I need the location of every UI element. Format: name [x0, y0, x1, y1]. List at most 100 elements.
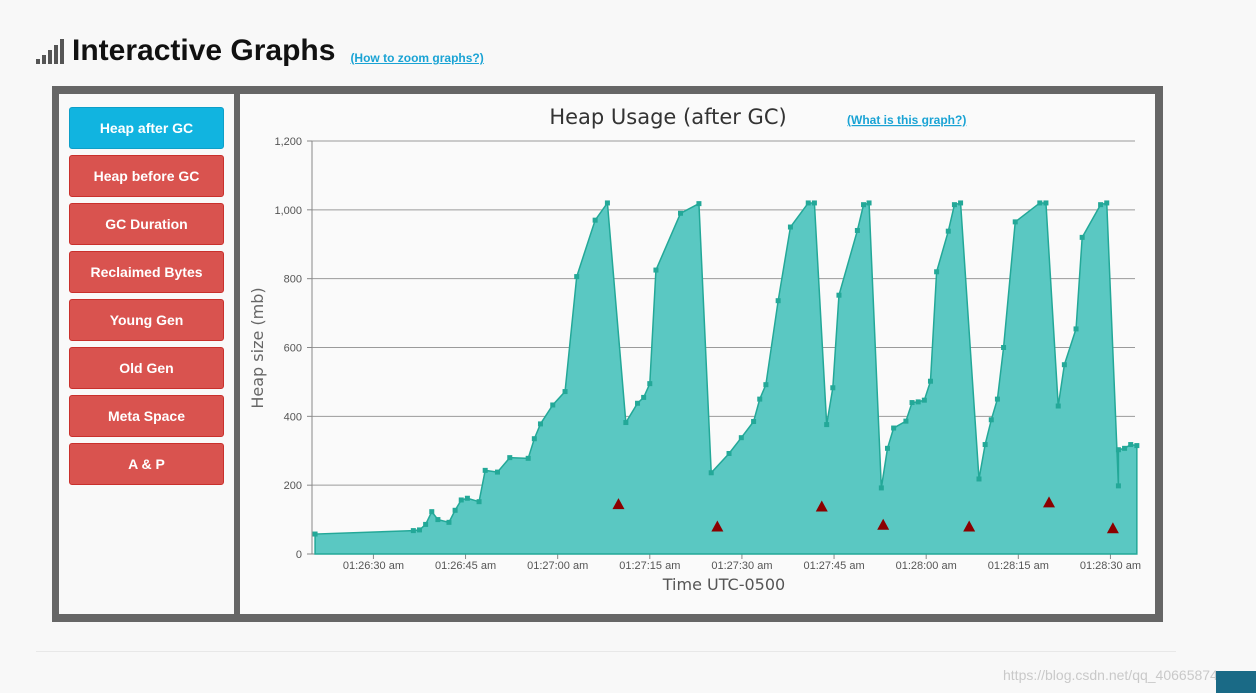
data-point — [459, 497, 464, 502]
data-point — [910, 400, 915, 405]
data-point — [423, 522, 428, 527]
data-point — [435, 517, 440, 522]
x-tick-labels: 01:26:30 am 01:26:45 am 01:27:00 am 01:27:1… — [343, 560, 1141, 572]
data-point — [1104, 200, 1109, 205]
x-tick-label: 01:27:45 am — [803, 560, 864, 572]
zoom-help-link[interactable]: (How to zoom graphs?) — [350, 51, 483, 65]
data-point — [989, 417, 994, 422]
data-point — [830, 385, 835, 390]
x-tick-label: 01:26:45 am — [435, 560, 496, 572]
data-point — [574, 274, 579, 279]
data-point — [563, 389, 568, 394]
data-point — [976, 476, 981, 481]
page-header: Interactive Graphs (How to zoom graphs?) — [36, 34, 484, 68]
data-point — [903, 419, 908, 424]
old-gen-button[interactable]: Old Gen — [69, 347, 224, 389]
data-point — [696, 201, 701, 206]
data-point — [429, 509, 434, 514]
data-point — [812, 200, 817, 205]
data-point — [946, 229, 951, 234]
data-point — [411, 528, 416, 533]
x-tick-label: 01:28:15 am — [988, 560, 1049, 572]
x-tick-label: 01:26:30 am — [343, 560, 404, 572]
graph-help-link[interactable]: (What is this graph?) — [847, 113, 966, 127]
data-point — [1062, 362, 1067, 367]
page-title: Interactive Graphs — [72, 34, 335, 68]
heap-after-gc-button[interactable]: Heap after GC — [69, 107, 224, 149]
data-point — [538, 421, 543, 426]
data-point — [465, 496, 470, 501]
data-point — [922, 398, 927, 403]
y-tick-label: 800 — [284, 274, 302, 286]
data-point — [879, 485, 884, 490]
graph-frame: Heap after GC Heap before GC GC Duration… — [52, 86, 1163, 622]
data-point — [934, 269, 939, 274]
x-tick-label: 01:27:15 am — [619, 560, 680, 572]
y-tick-labels: 0 200 400 600 800 1,000 1,200 — [274, 136, 302, 561]
x-tick-label: 01:27:00 am — [527, 560, 588, 572]
data-point — [1056, 404, 1061, 409]
y-tick-label: 1,200 — [274, 136, 302, 148]
data-point — [1080, 235, 1085, 240]
data-point — [958, 200, 963, 205]
data-point — [1116, 483, 1121, 488]
data-point — [727, 451, 732, 456]
data-point — [1043, 200, 1048, 205]
data-point — [1128, 442, 1133, 447]
data-point — [526, 456, 531, 461]
heap-before-gc-button[interactable]: Heap before GC — [69, 155, 224, 197]
data-point — [446, 520, 451, 525]
x-tick-label: 01:27:30 am — [711, 560, 772, 572]
data-point — [453, 508, 458, 513]
data-point — [477, 499, 482, 504]
meta-space-button[interactable]: Meta Space — [69, 395, 224, 437]
data-point — [861, 202, 866, 207]
data-point — [1074, 326, 1079, 331]
watermark: https://blog.csdn.net/qq_40665874 — [1003, 667, 1218, 683]
chart-panel: 0 200 400 600 800 1,000 1,200 01:26:30 am 01:26… — [240, 94, 1155, 614]
y-tick-label: 400 — [284, 411, 302, 423]
data-point — [855, 228, 860, 233]
data-point — [605, 200, 610, 205]
data-point — [593, 218, 598, 223]
graph-sidebar: Heap after GC Heap before GC GC Duration… — [59, 94, 234, 614]
data-point — [1001, 345, 1006, 350]
data-point — [641, 395, 646, 400]
data-point — [1116, 447, 1121, 452]
data-point — [928, 379, 933, 384]
reclaimed-bytes-button[interactable]: Reclaimed Bytes — [69, 251, 224, 293]
data-point — [709, 470, 714, 475]
data-point — [751, 419, 756, 424]
y-tick-label: 200 — [284, 480, 302, 492]
data-point — [885, 446, 890, 451]
data-point — [1134, 443, 1139, 448]
data-point — [550, 402, 555, 407]
data-point — [507, 455, 512, 460]
bar-chart-icon — [36, 38, 64, 64]
data-point — [483, 468, 488, 473]
data-point — [983, 442, 988, 447]
chart-title: Heap Usage (after GC) — [549, 105, 786, 129]
data-point — [788, 225, 793, 230]
data-point — [1098, 202, 1103, 207]
data-point — [757, 397, 762, 402]
data-point — [806, 200, 811, 205]
data-point — [776, 298, 781, 303]
gc-duration-button[interactable]: GC Duration — [69, 203, 224, 245]
corner-badge — [1216, 671, 1256, 693]
data-point — [623, 420, 628, 425]
data-point — [867, 200, 872, 205]
data-point — [1013, 219, 1018, 224]
data-point — [678, 211, 683, 216]
data-point — [891, 426, 896, 431]
a-and-p-button[interactable]: A & P — [69, 443, 224, 485]
young-gen-button[interactable]: Young Gen — [69, 299, 224, 341]
data-point — [495, 470, 500, 475]
y-tick-label: 0 — [296, 549, 302, 561]
data-point — [824, 422, 829, 427]
data-point — [916, 399, 921, 404]
x-axis-label: Time UTC-0500 — [662, 575, 785, 594]
data-point — [763, 382, 768, 387]
data-point — [995, 397, 1000, 402]
